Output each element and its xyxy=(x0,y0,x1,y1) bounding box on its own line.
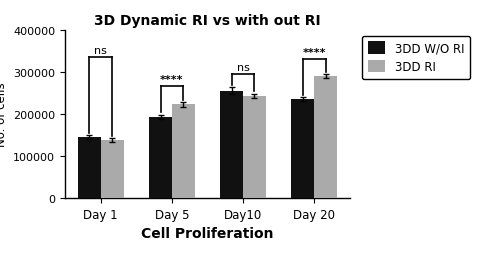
Text: ns: ns xyxy=(94,46,107,56)
Y-axis label: No. of cells: No. of cells xyxy=(0,82,8,147)
Bar xyxy=(78,137,100,198)
Bar xyxy=(100,140,124,198)
Bar xyxy=(172,105,195,198)
Bar xyxy=(149,117,172,198)
Bar xyxy=(314,77,337,198)
Bar xyxy=(292,100,314,198)
Legend: 3DD W/O RI, 3DD RI: 3DD W/O RI, 3DD RI xyxy=(362,36,470,80)
Text: ns: ns xyxy=(236,62,250,72)
Bar xyxy=(220,91,243,198)
Text: ****: **** xyxy=(160,75,184,85)
Title: 3D Dynamic RI vs with out RI: 3D Dynamic RI vs with out RI xyxy=(94,14,321,28)
X-axis label: Cell Proliferation: Cell Proliferation xyxy=(142,226,274,240)
Text: ****: **** xyxy=(302,48,326,58)
Bar xyxy=(243,96,266,198)
